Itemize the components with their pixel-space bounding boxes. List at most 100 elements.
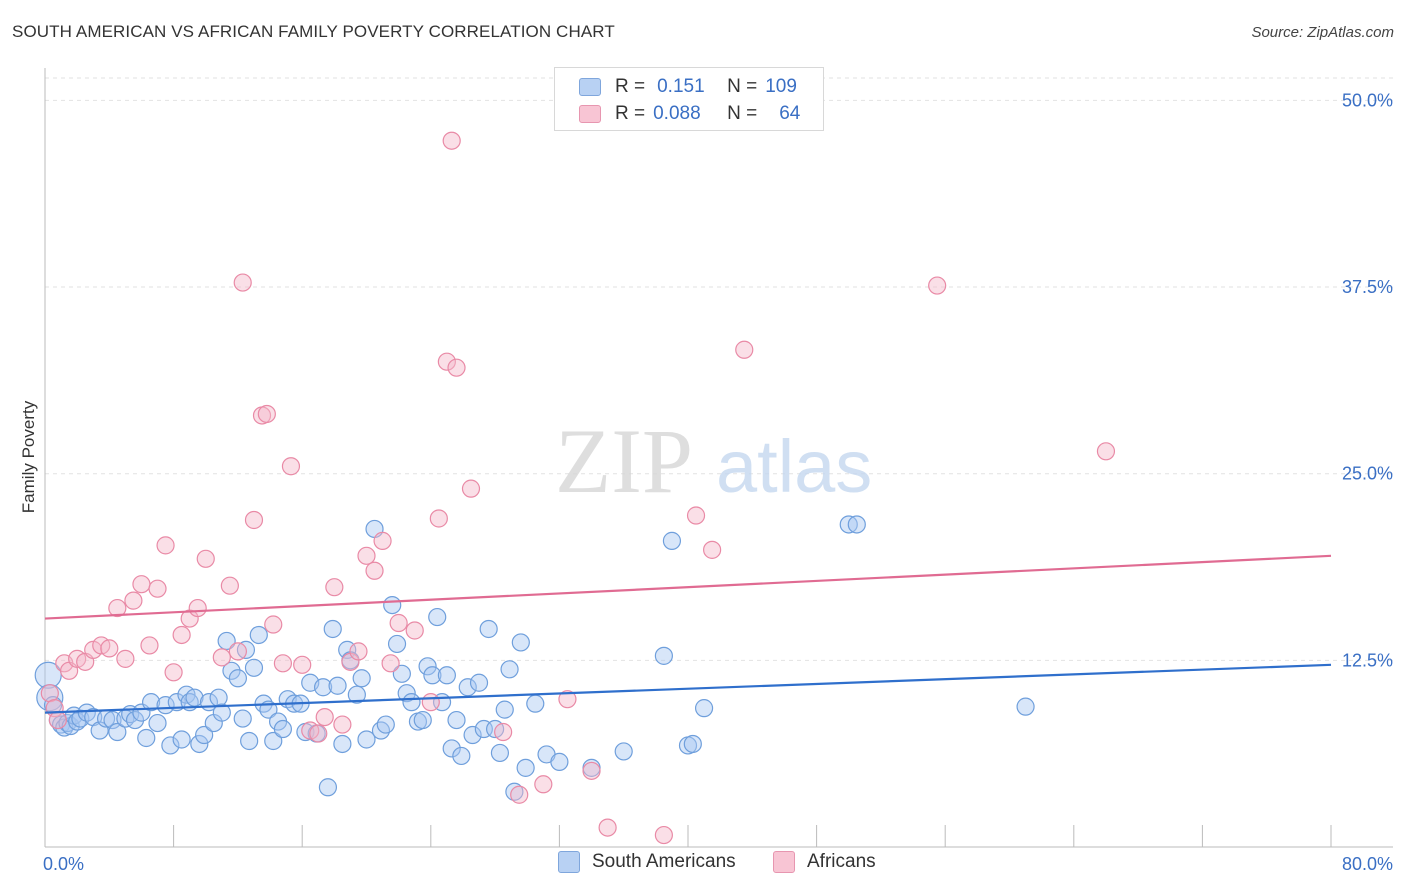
data-point-south-american (614, 742, 633, 761)
data-point-african (233, 273, 252, 292)
data-point-african (132, 575, 151, 594)
legend-swatch-africans (579, 105, 601, 123)
data-point-african (196, 549, 215, 568)
data-point-south-american (161, 736, 180, 755)
data-point-south-american (328, 676, 347, 695)
axes (44, 68, 1393, 848)
data-point-african (494, 722, 513, 742)
watermark-atlas: atlas (716, 425, 872, 508)
data-point-south-american (511, 633, 530, 652)
data-point-african (510, 785, 529, 804)
data-point-south-american (463, 725, 482, 745)
data-point-african (421, 693, 440, 712)
data-point-african (389, 613, 408, 633)
data-point-south-american (397, 684, 416, 703)
y-tick-label: 25.0% (1342, 464, 1393, 484)
data-point-african (325, 578, 344, 597)
legend-r-value: 0.151 (657, 76, 705, 97)
data-point-south-american (387, 634, 407, 654)
data-point-south-american (654, 646, 673, 665)
data-point-south-american (847, 515, 866, 534)
data-point-african (108, 598, 127, 618)
data-point-south-american (273, 719, 293, 739)
data-point-south-american (172, 730, 191, 749)
data-point-african (281, 457, 301, 476)
data-point-south-american (228, 669, 247, 688)
data-point-south-american (125, 710, 145, 730)
trend-lines (44, 554, 1332, 714)
data-point-african (156, 536, 175, 555)
data-point-south-american (526, 694, 545, 713)
data-point-african (429, 509, 448, 528)
data-point-south-american (490, 743, 510, 763)
data-point-south-american (108, 722, 127, 742)
data-point-african (598, 818, 617, 837)
legend-r-label: R = (615, 103, 646, 124)
data-point-south-american (458, 678, 477, 697)
data-point-african (48, 710, 67, 730)
data-point-south-american (357, 730, 376, 749)
data-point-south-american (352, 669, 371, 688)
data-point-south-american (148, 713, 167, 733)
data-point-african (654, 825, 673, 845)
data-point-south-american (662, 531, 682, 550)
data-point-african (442, 131, 461, 150)
chart-title: SOUTH AMERICAN VS AFRICAN FAMILY POVERTY… (12, 22, 615, 41)
data-point-south-american (313, 678, 333, 697)
data-point-south-american (240, 731, 259, 751)
data-point-african (373, 531, 392, 550)
data-point-african (164, 663, 183, 682)
legend-n-label: N = (727, 103, 758, 124)
data-point-south-american (423, 666, 442, 685)
data-point-african (405, 621, 424, 640)
data-point-south-american (167, 693, 186, 712)
bottom-legend-swatch-africans (773, 851, 795, 873)
tick-labels: 12.5% 25.0% 37.5% 50.0% 0.0% 80.0% (43, 90, 1393, 874)
data-point-south-american (447, 710, 466, 730)
data-point-south-american (371, 721, 391, 740)
data-point-south-american (500, 660, 519, 679)
data-point-african (257, 404, 276, 424)
data-point-south-american (333, 734, 352, 754)
data-point-african (148, 579, 167, 598)
data-point-african (244, 510, 264, 530)
data-point-african (461, 479, 481, 498)
correlation-legend: R = 0.151 N = 109 R = 0.088 N = 64 (554, 67, 824, 131)
data-point-south-american (141, 693, 161, 712)
trend-line-africans (44, 554, 1332, 620)
legend-r-value: 0.088 (653, 103, 701, 124)
legend-n-label: N = (727, 76, 758, 97)
data-point-african (437, 352, 456, 371)
data-point-south-american (190, 734, 209, 754)
y-tick-label: 50.0% (1342, 90, 1393, 110)
data-point-african (228, 642, 247, 661)
grid-lines (45, 77, 1393, 661)
data-point-south-american (209, 688, 228, 707)
data-point-african (333, 715, 352, 734)
y-tick-label: 37.5% (1342, 277, 1393, 297)
data-point-south-american (469, 673, 489, 692)
data-point-south-american (495, 700, 514, 719)
data-point-south-american (550, 752, 569, 771)
legend-swatch-south-americans (579, 78, 601, 96)
bottom-legend-africans: Africans (773, 851, 876, 873)
data-point-south-american (195, 725, 214, 745)
data-point-african (172, 625, 191, 645)
bottom-legend-swatch-south-americans (558, 851, 580, 873)
data-point-south-american (413, 710, 432, 730)
data-point-african (124, 591, 143, 610)
x-tick-label: 0.0% (43, 854, 84, 874)
data-point-african (309, 724, 328, 743)
data-point-south-american (505, 782, 524, 801)
legend-row-africans: R = 0.088 N = 64 (579, 101, 800, 127)
data-point-south-american (233, 709, 252, 728)
data-point-south-american (212, 703, 231, 722)
bottom-legend-label: Africans (807, 851, 876, 872)
watermark-zip: ZIP (555, 410, 693, 512)
data-point-south-american (244, 658, 264, 677)
data-point-south-american (479, 619, 498, 639)
data-point-african (1096, 442, 1116, 461)
data-point-south-american (428, 607, 447, 627)
x-tick-label: 80.0% (1342, 854, 1393, 874)
